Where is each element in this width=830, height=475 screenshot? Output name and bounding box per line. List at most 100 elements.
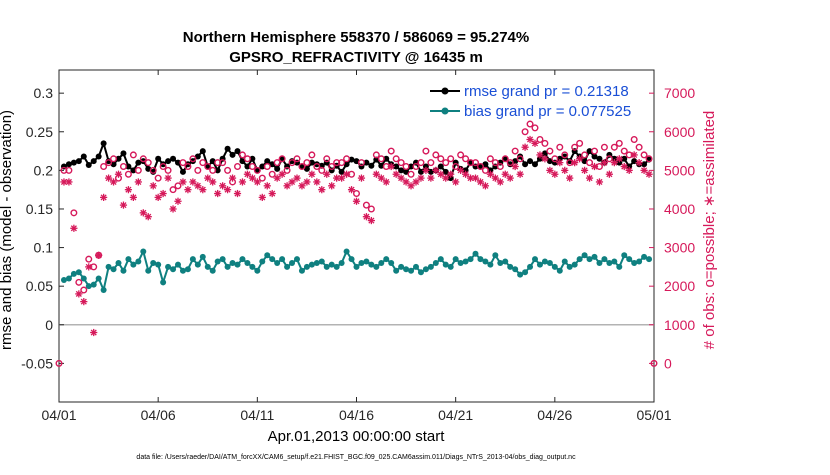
- possible-obs-point: [442, 159, 450, 167]
- assimilated-obs-point: [625, 166, 633, 174]
- assimilated-obs-point: [397, 174, 405, 182]
- possible-obs-point: [556, 143, 564, 151]
- possible-obs-point: [422, 147, 430, 155]
- rmse-point: [274, 165, 281, 172]
- possible-obs-point: [447, 155, 455, 163]
- assimilated-obs-point: [109, 178, 118, 186]
- bias-point: [140, 248, 147, 255]
- possible-obs-point: [591, 147, 599, 155]
- possible-obs-point: [551, 155, 559, 163]
- bias-point: [303, 263, 310, 270]
- bias-point: [313, 260, 320, 267]
- possible-obs-point: [70, 209, 78, 217]
- y-right-tick-label: 3000: [664, 240, 695, 256]
- y-left-tick-label: 0.1: [34, 240, 54, 256]
- rmse-point: [75, 158, 82, 165]
- possible-obs-point: [392, 155, 400, 163]
- bias-point: [115, 260, 122, 267]
- possible-obs-point: [496, 163, 504, 171]
- rmse-point: [259, 163, 266, 170]
- assimilated-obs-point: [204, 174, 212, 182]
- possible-obs-point: [357, 159, 365, 167]
- assimilated-obs-point: [442, 174, 450, 182]
- assimilated-obs-point: [223, 186, 232, 194]
- rmse-point: [130, 167, 137, 174]
- possible-obs-point: [586, 159, 594, 167]
- rmse-point: [596, 155, 603, 162]
- possible-obs-point: [139, 155, 147, 163]
- rmse-point: [135, 159, 142, 166]
- possible-obs-point: [526, 120, 534, 128]
- bias-point: [482, 258, 489, 265]
- bias-point: [219, 256, 226, 263]
- assimilated-obs-point: [491, 174, 499, 182]
- bias-point: [189, 256, 196, 263]
- assimilated-obs-point: [496, 178, 504, 186]
- possible-obs-point: [645, 155, 653, 163]
- y-left-tick-label: 0.3: [34, 85, 54, 101]
- assimilated-obs-point: [80, 298, 88, 306]
- assimilated-obs-point: [352, 197, 361, 205]
- assimilated-obs-point: [392, 170, 400, 178]
- y-right-tick-label: 1000: [664, 317, 695, 333]
- rmse-point: [204, 163, 211, 170]
- bias-point: [517, 271, 524, 278]
- assimilated-obs-point: [432, 166, 440, 174]
- bias-point: [437, 256, 444, 263]
- assimilated-obs-point: [347, 186, 356, 194]
- rmse-point: [70, 159, 77, 166]
- bias-point: [85, 283, 92, 290]
- assimilated-obs-point: [546, 166, 554, 174]
- possible-obs-point: [362, 201, 370, 209]
- bias-point: [130, 261, 137, 268]
- possible-obs-point: [338, 159, 346, 167]
- possible-obs-point: [164, 166, 172, 174]
- assimilated-obs-point: [308, 170, 316, 178]
- assimilated-obs-point: [154, 193, 162, 201]
- possible-obs-point: [397, 159, 405, 167]
- possible-obs-point: [546, 147, 554, 155]
- bias-point: [393, 267, 400, 274]
- bias-point: [239, 256, 246, 263]
- possible-obs-point: [417, 159, 425, 167]
- bias-point: [576, 256, 583, 263]
- rmse-point: [437, 163, 444, 170]
- assimilated-obs-point: [149, 182, 157, 190]
- assimilated-obs-point: [100, 193, 108, 201]
- bias-point: [229, 260, 236, 267]
- possible-obs-point: [303, 159, 311, 167]
- rmse-point: [586, 148, 593, 155]
- bias-point: [120, 267, 127, 274]
- rmse-point: [338, 168, 345, 175]
- possible-obs-point: [576, 139, 584, 147]
- bias-point: [279, 256, 286, 263]
- possible-obs-point: [169, 186, 177, 194]
- possible-obs-point: [159, 163, 167, 171]
- rmse-point: [546, 158, 553, 165]
- bias-point: [294, 256, 300, 263]
- assimilated-obs-point: [476, 178, 485, 186]
- bias-point: [556, 267, 563, 274]
- rmse-point: [214, 167, 221, 174]
- y-right-tick-label: 6000: [664, 124, 695, 140]
- assimilated-obs-point: [605, 170, 613, 178]
- possible-obs-point: [472, 159, 480, 167]
- bias-point: [199, 253, 206, 260]
- y-left-tick-label: -0.05: [21, 355, 53, 371]
- rmse-point: [279, 155, 286, 162]
- possible-obs-point: [531, 124, 539, 132]
- bias-point: [155, 261, 162, 268]
- rmse-point: [244, 163, 251, 170]
- bias-point: [383, 256, 390, 263]
- possible-obs-point: [80, 286, 88, 294]
- assimilated-obs-point: [457, 166, 465, 174]
- bias-point: [65, 275, 72, 282]
- assimilated-obs-point: [278, 170, 286, 178]
- assimilated-obs-point: [551, 170, 559, 178]
- bias-point: [318, 258, 325, 265]
- bias-legend-label: bias grand pr = 0.077525: [464, 103, 631, 120]
- y-left-tick-label: 0.2: [34, 162, 54, 178]
- possible-obs-point: [452, 163, 460, 171]
- assimilated-obs-point: [258, 193, 266, 201]
